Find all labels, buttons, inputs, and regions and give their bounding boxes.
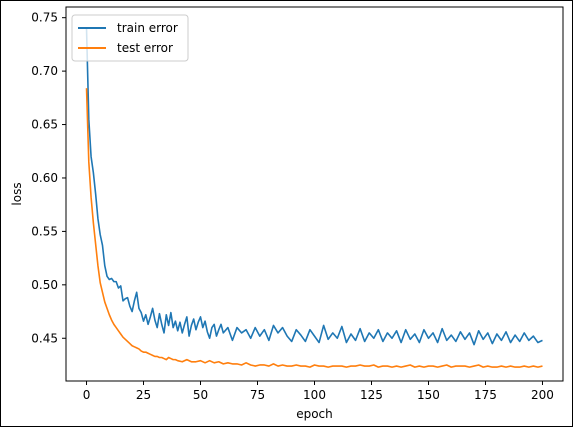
axes-frame — [65, 6, 564, 382]
series-line-test-error — [85, 88, 543, 368]
x-tick-label: 200 — [531, 388, 554, 402]
y-tick-label: 0.45 — [31, 331, 58, 345]
legend: train error test error — [71, 14, 189, 62]
x-tick-label: 125 — [360, 388, 383, 402]
x-tick-label: 175 — [474, 388, 497, 402]
y-tick-label: 0.60 — [31, 171, 58, 185]
x-axis-label: epoch — [296, 407, 333, 421]
legend-label-test-error: test error — [117, 41, 173, 55]
y-tick-label: 0.65 — [31, 118, 58, 132]
y-axis-label: loss — [10, 182, 24, 205]
x-tick-label: 0 — [83, 388, 91, 402]
series-line-train-error — [85, 28, 543, 346]
plot-area — [85, 28, 543, 368]
x-tick-label: 75 — [250, 388, 265, 402]
x-axis-ticks: 0 25 50 75 100 125 150 175 200 — [83, 381, 554, 402]
x-tick-label: 100 — [303, 388, 326, 402]
y-tick-label: 0.70 — [31, 64, 58, 78]
legend-box — [71, 14, 189, 62]
y-tick-label: 0.50 — [31, 278, 58, 292]
legend-label-train-error: train error — [117, 21, 178, 35]
y-axis-ticks: 0.45 0.50 0.55 0.60 0.65 0.70 0.75 — [31, 11, 66, 345]
x-tick-label: 150 — [417, 388, 440, 402]
x-tick-label: 50 — [193, 388, 208, 402]
x-tick-label: 25 — [136, 388, 151, 402]
y-tick-label: 0.55 — [31, 224, 58, 238]
y-tick-label: 0.75 — [31, 11, 58, 25]
